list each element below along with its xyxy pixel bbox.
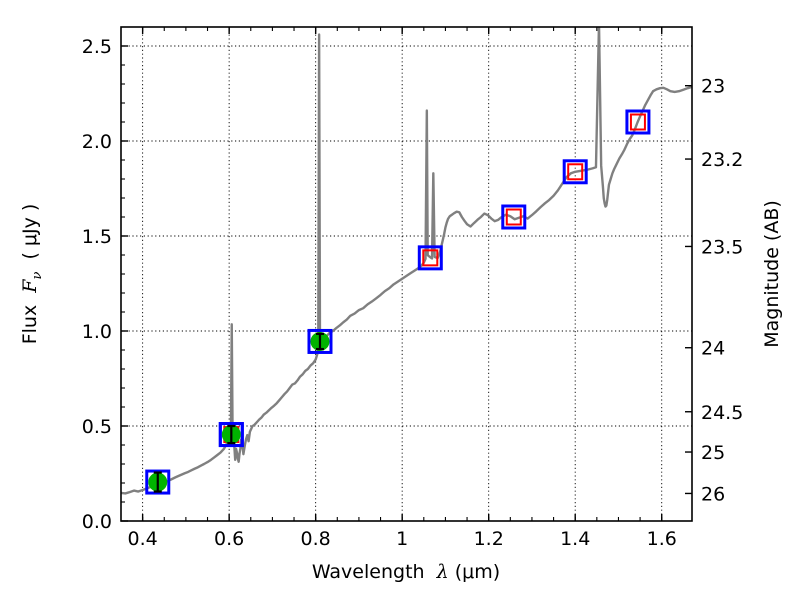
x-tick-label: 1 [396, 528, 408, 550]
y-axis-right-title: Magnitude (AB) [761, 200, 783, 348]
x-tick-label: 0.8 [301, 528, 331, 550]
y-right-tick-label: 24 [701, 338, 725, 360]
y-right-tick-label: 23 [701, 76, 725, 98]
y-right-tick-label: 23.5 [701, 236, 743, 258]
y-tick-label: 0.0 [82, 511, 112, 533]
y-tick-label: 2.0 [82, 131, 112, 153]
y-right-tick-label: 25 [701, 442, 725, 464]
x-tick-label: 1.2 [474, 528, 504, 550]
photometry-markers [145, 109, 651, 495]
y-right-tick-label: 26 [701, 483, 725, 505]
axis-ticks [121, 27, 692, 522]
x-tick-label: 0.6 [214, 528, 244, 550]
y-tick-label: 0.5 [82, 416, 112, 438]
y-axis-title: Flux Fν ( μJy ) [19, 204, 45, 345]
y-tick-label: 1.0 [82, 321, 112, 343]
x-tick-label: 0.4 [128, 528, 158, 550]
x-axis-title: Wavelength λ (μm) [312, 561, 500, 583]
x-tick-label: 1.6 [647, 528, 677, 550]
x-tick-label: 1.4 [560, 528, 590, 550]
y-tick-label: 2.5 [82, 36, 112, 58]
axis-tick-labels: 0.4 0.6 0.8 1 1.2 1.4 1.6 0.0 0.5 1.0 1.5 2.0 2.5 23 2… [82, 36, 744, 550]
y-right-tick-label: 24.5 [701, 402, 743, 424]
y-tick-label: 1.5 [82, 226, 112, 248]
y-right-tick-label: 23.2 [701, 149, 743, 171]
